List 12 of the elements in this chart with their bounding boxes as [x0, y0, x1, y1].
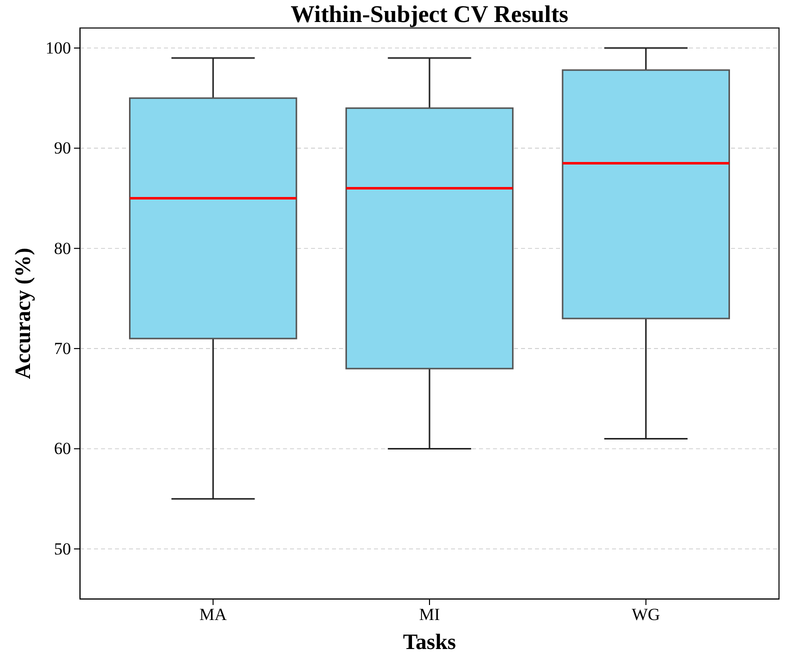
y-tick-label: 70 — [54, 339, 71, 358]
y-axis-title: Accuracy (%) — [10, 248, 35, 380]
y-tick-label: 100 — [46, 38, 71, 58]
y-tick-label: 50 — [54, 539, 71, 558]
chart-title: Within-Subject CV Results — [290, 2, 568, 28]
x-axis-title: Tasks — [402, 629, 456, 654]
x-tick-label: MI — [419, 605, 440, 624]
y-tick-label: 60 — [54, 439, 71, 458]
y-tick-label: 80 — [54, 238, 71, 258]
x-tick-label: MA — [199, 605, 228, 624]
y-tick-label: 90 — [54, 138, 71, 158]
x-tick-label: WG — [632, 605, 660, 624]
